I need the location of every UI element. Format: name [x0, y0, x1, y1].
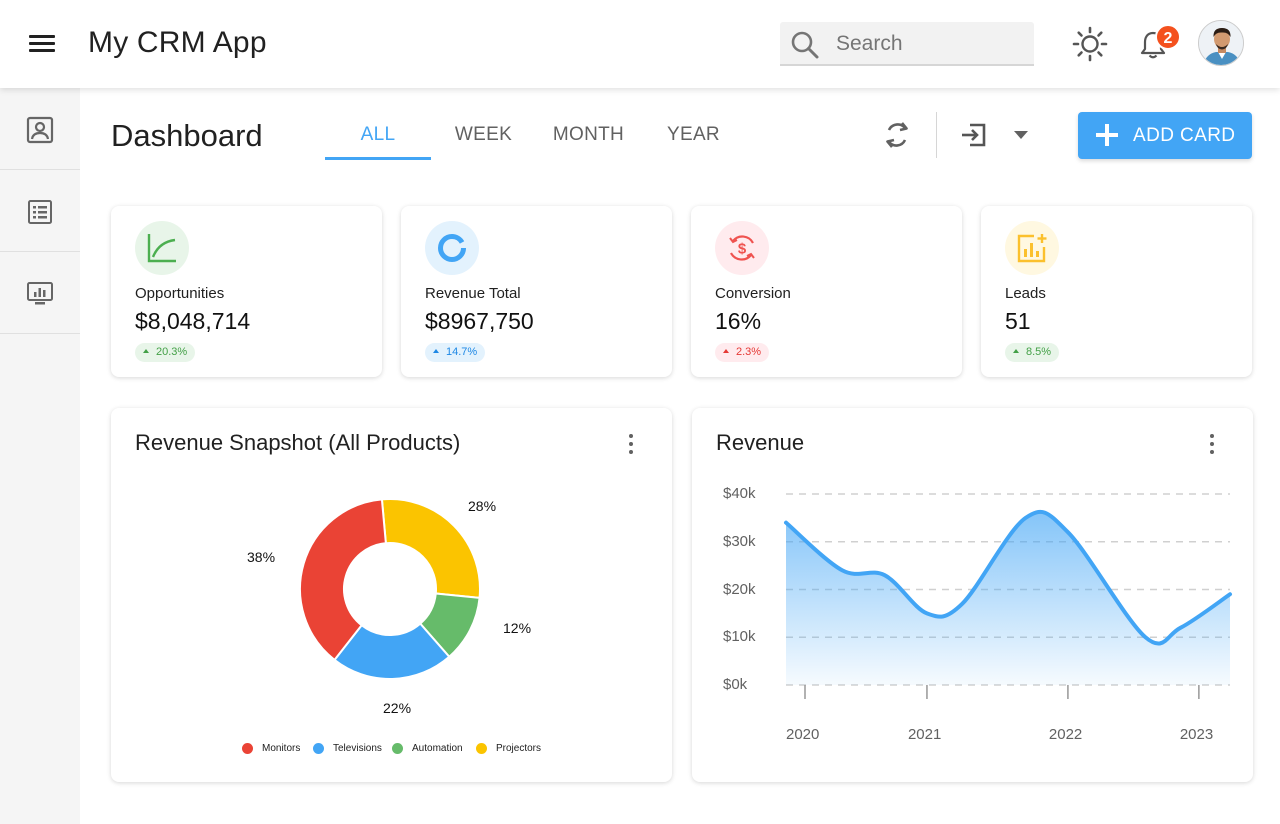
tab-year[interactable]: YEAR [667, 124, 720, 145]
legend-label: Automation [412, 743, 463, 754]
contact-card-icon [26, 116, 54, 144]
pie-slice-monitors[interactable] [299, 498, 387, 662]
chart-title: Revenue [716, 430, 805, 455]
pie-slice-label: 12% [503, 620, 532, 636]
stat-value: $8,048,714 [135, 308, 251, 334]
top-app-bar: My CRM App 2 [0, 0, 1280, 88]
stat-card-opportunities[interactable]: Opportunities $8,048,714 20.3% [111, 206, 382, 377]
x-tick-label: 2023 [1179, 726, 1214, 743]
chevron-down-icon[interactable] [1012, 128, 1030, 142]
tab-week[interactable]: WEEK [454, 124, 513, 145]
trend-chart-icon [147, 234, 176, 263]
stat-label: Revenue Total [425, 285, 521, 302]
area-chart [784, 493, 1232, 699]
y-tick-label: $40k [723, 485, 756, 502]
stat-icon-circle [425, 221, 479, 275]
legend-dot [313, 743, 324, 754]
sidebar-item-contacts[interactable] [0, 88, 80, 170]
legend-dot [476, 743, 487, 754]
legend-dot [242, 743, 253, 754]
export-icon[interactable] [958, 118, 992, 152]
chart-title: Revenue Snapshot (All Products) [135, 430, 461, 455]
area-fill [786, 511, 1230, 685]
refresh-icon[interactable] [880, 118, 914, 152]
y-tick-label: $0k [723, 676, 748, 693]
stat-change-badge: 8.5% [1005, 343, 1060, 362]
pie-slice-label: 38% [247, 549, 276, 565]
list-icon [28, 200, 52, 224]
revenue-line[interactable] [784, 509, 1232, 646]
donut-chart [299, 498, 481, 680]
notification-badge: 2 [1155, 24, 1181, 50]
stat-card-revenue-total[interactable]: Revenue Total $8967,750 14.7% [401, 206, 672, 377]
stat-icon-circle [1005, 221, 1059, 275]
revenue-snapshot-card: Revenue Snapshot (All Products) 28% 12% 22… [111, 408, 672, 782]
stat-value: 51 [1005, 308, 1031, 334]
legend-label: Projectors [496, 743, 542, 754]
legend-label: Televisions [333, 743, 382, 754]
add-card-button[interactable]: ADD CARD [1078, 112, 1252, 159]
stat-card-leads[interactable]: Leads 51 8.5% [981, 206, 1252, 377]
search-icon [791, 31, 819, 59]
revenue-card: Revenue $0k $10k $20k $30k $40k 2020 2021 2022 2… [692, 408, 1253, 782]
stat-label: Leads [1005, 285, 1046, 302]
avatar[interactable] [1198, 20, 1244, 66]
x-tick-label: 2021 [907, 726, 942, 743]
pie-slice-label: 28% [468, 498, 497, 514]
pie-slice-projectors[interactable] [380, 498, 481, 599]
stat-change-badge: 2.3% [715, 343, 770, 362]
more-options-icon[interactable] [1202, 432, 1222, 456]
search-box[interactable] [780, 22, 1034, 66]
stat-label: Conversion [715, 285, 791, 302]
user-portrait-icon [1199, 21, 1243, 65]
up-arrow-icon [723, 349, 729, 353]
stat-change-badge: 20.3% [135, 343, 196, 362]
pie-slice-label: 22% [383, 700, 412, 716]
legend-label: Monitors [262, 743, 301, 754]
y-tick-label: $30k [723, 532, 756, 550]
sidebar-item-reports[interactable] [0, 252, 80, 334]
monitor-chart-icon [27, 282, 53, 305]
more-options-icon[interactable] [621, 432, 641, 456]
sidebar [0, 88, 80, 824]
y-tick-label: $10k [723, 628, 756, 646]
app-title: My CRM App [88, 26, 267, 59]
x-tick-label: 2022 [1048, 726, 1083, 743]
dollar-cycle-icon: $ [729, 235, 755, 261]
toolbar-divider [936, 112, 937, 158]
stat-label: Opportunities [135, 285, 225, 302]
plus-icon [1096, 124, 1118, 146]
tab-all[interactable]: ALL [325, 112, 431, 160]
x-tick-label: 2020 [786, 726, 820, 743]
tab-month[interactable]: MONTH [552, 124, 625, 145]
sun-icon[interactable] [1072, 26, 1108, 62]
menu-icon[interactable] [24, 28, 60, 60]
up-arrow-icon [433, 349, 439, 353]
search-input[interactable] [836, 30, 1016, 58]
stat-card-conversion[interactable]: $ Conversion 16% 2.3% [691, 206, 962, 377]
stat-value: $8967,750 [425, 308, 534, 334]
bar-chart-plus-icon [1017, 234, 1047, 263]
y-tick-label: $20k [723, 580, 756, 598]
stat-change-badge: 14.7% [425, 343, 486, 362]
sidebar-item-list[interactable] [0, 170, 80, 252]
up-arrow-icon [143, 349, 149, 353]
donut-icon [438, 234, 466, 262]
stat-icon-circle [135, 221, 189, 275]
up-arrow-icon [1013, 349, 1019, 353]
svg-text:$: $ [738, 241, 747, 258]
stat-icon-circle: $ [715, 221, 769, 275]
page-title: Dashboard [111, 118, 263, 153]
legend-dot [392, 743, 403, 754]
stat-value: 16% [715, 308, 762, 334]
